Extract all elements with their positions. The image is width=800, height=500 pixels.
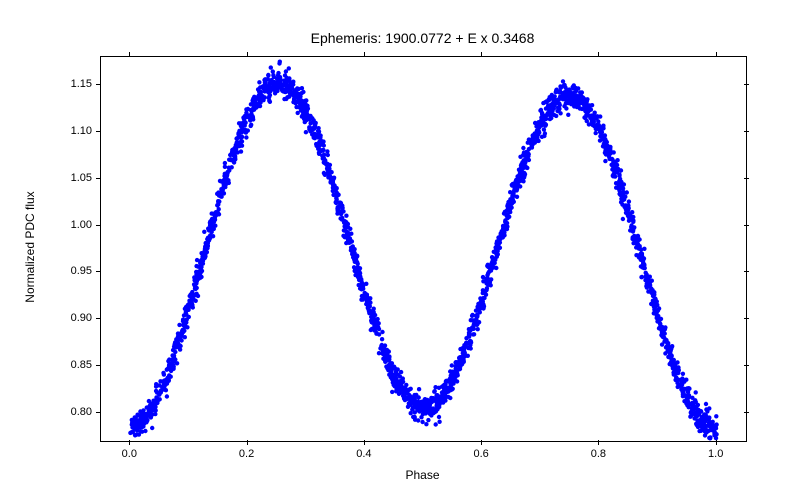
data-svg: [101, 57, 746, 441]
scatter-series: [128, 60, 719, 441]
y-axis-label: Normalized PDC flux: [23, 167, 37, 327]
xtick-label: 0.2: [239, 448, 254, 460]
light-curve-figure: Ephemeris: 1900.0772 + E x 0.3468 Normal…: [0, 0, 800, 500]
xtick-label: 0.4: [356, 448, 371, 460]
xtick-label: 0.6: [473, 448, 488, 460]
x-axis-label: Phase: [100, 468, 745, 482]
ytick-label: 1.15: [60, 78, 92, 90]
ytick-label: 0.90: [60, 312, 92, 324]
xtick-label: 1.0: [708, 448, 723, 460]
plot-area: [100, 56, 747, 442]
xtick-label: 0.0: [122, 448, 137, 460]
xtick-label: 0.8: [591, 448, 606, 460]
ytick-label: 1.00: [60, 219, 92, 231]
ytick-label: 1.05: [60, 172, 92, 184]
outlier-point: [278, 60, 282, 64]
ytick-label: 0.95: [60, 265, 92, 277]
ytick-label: 0.80: [60, 406, 92, 418]
ytick-label: 0.85: [60, 359, 92, 371]
ytick-label: 1.10: [60, 125, 92, 137]
chart-title: Ephemeris: 1900.0772 + E x 0.3468: [100, 30, 745, 46]
